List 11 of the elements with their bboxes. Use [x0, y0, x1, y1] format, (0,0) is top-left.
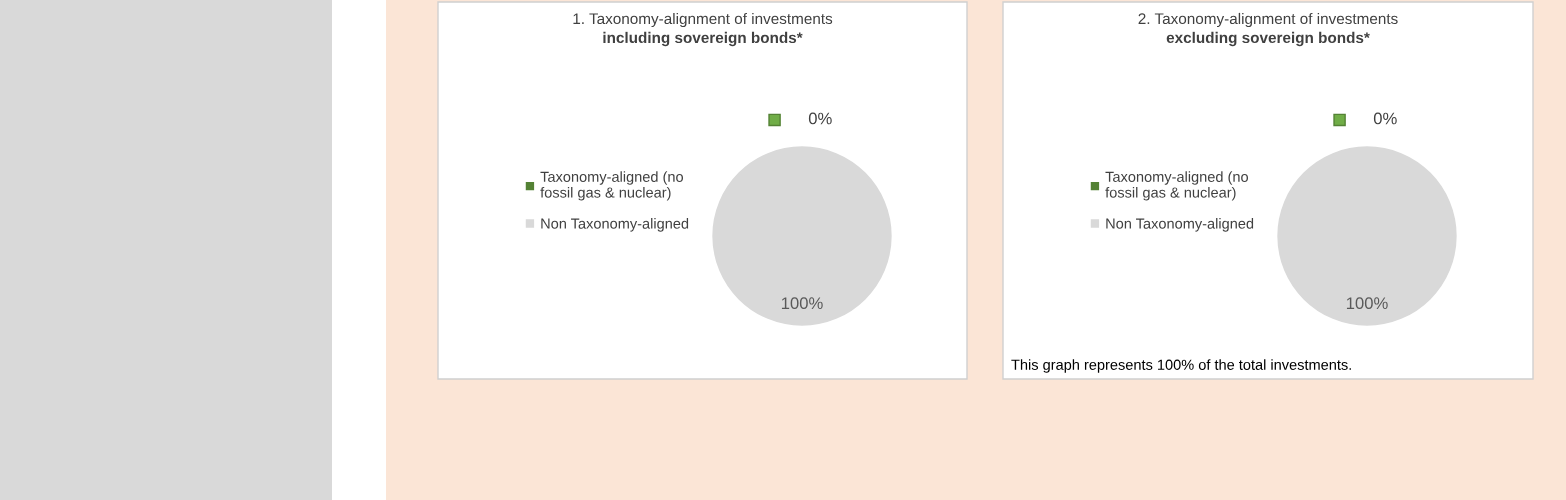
- chart-title: 1. Taxonomy-alignment of investments including sovereign bonds*: [573, 12, 833, 47]
- text: This graph represents 100% of the total investments.: [1011, 359, 1351, 373]
- legend-label: Taxonomy-aligned (no fossil gas & nuclear): [1105, 171, 1249, 201]
- data-label: 100%: [1346, 297, 1388, 310]
- text: 0%: [1373, 112, 1397, 125]
- data-label: 100%: [781, 297, 823, 310]
- legend-label: Taxonomy-aligned (no fossil gas & nuclear): [540, 171, 684, 201]
- chart-title: 2. Taxonomy-alignment of investments excluding sovereign bonds*: [1138, 12, 1398, 47]
- legend-label: Non Taxonomy-aligned: [541, 218, 689, 232]
- legend-label: Non Taxonomy-aligned: [1106, 218, 1254, 232]
- text: 0%: [808, 112, 832, 125]
